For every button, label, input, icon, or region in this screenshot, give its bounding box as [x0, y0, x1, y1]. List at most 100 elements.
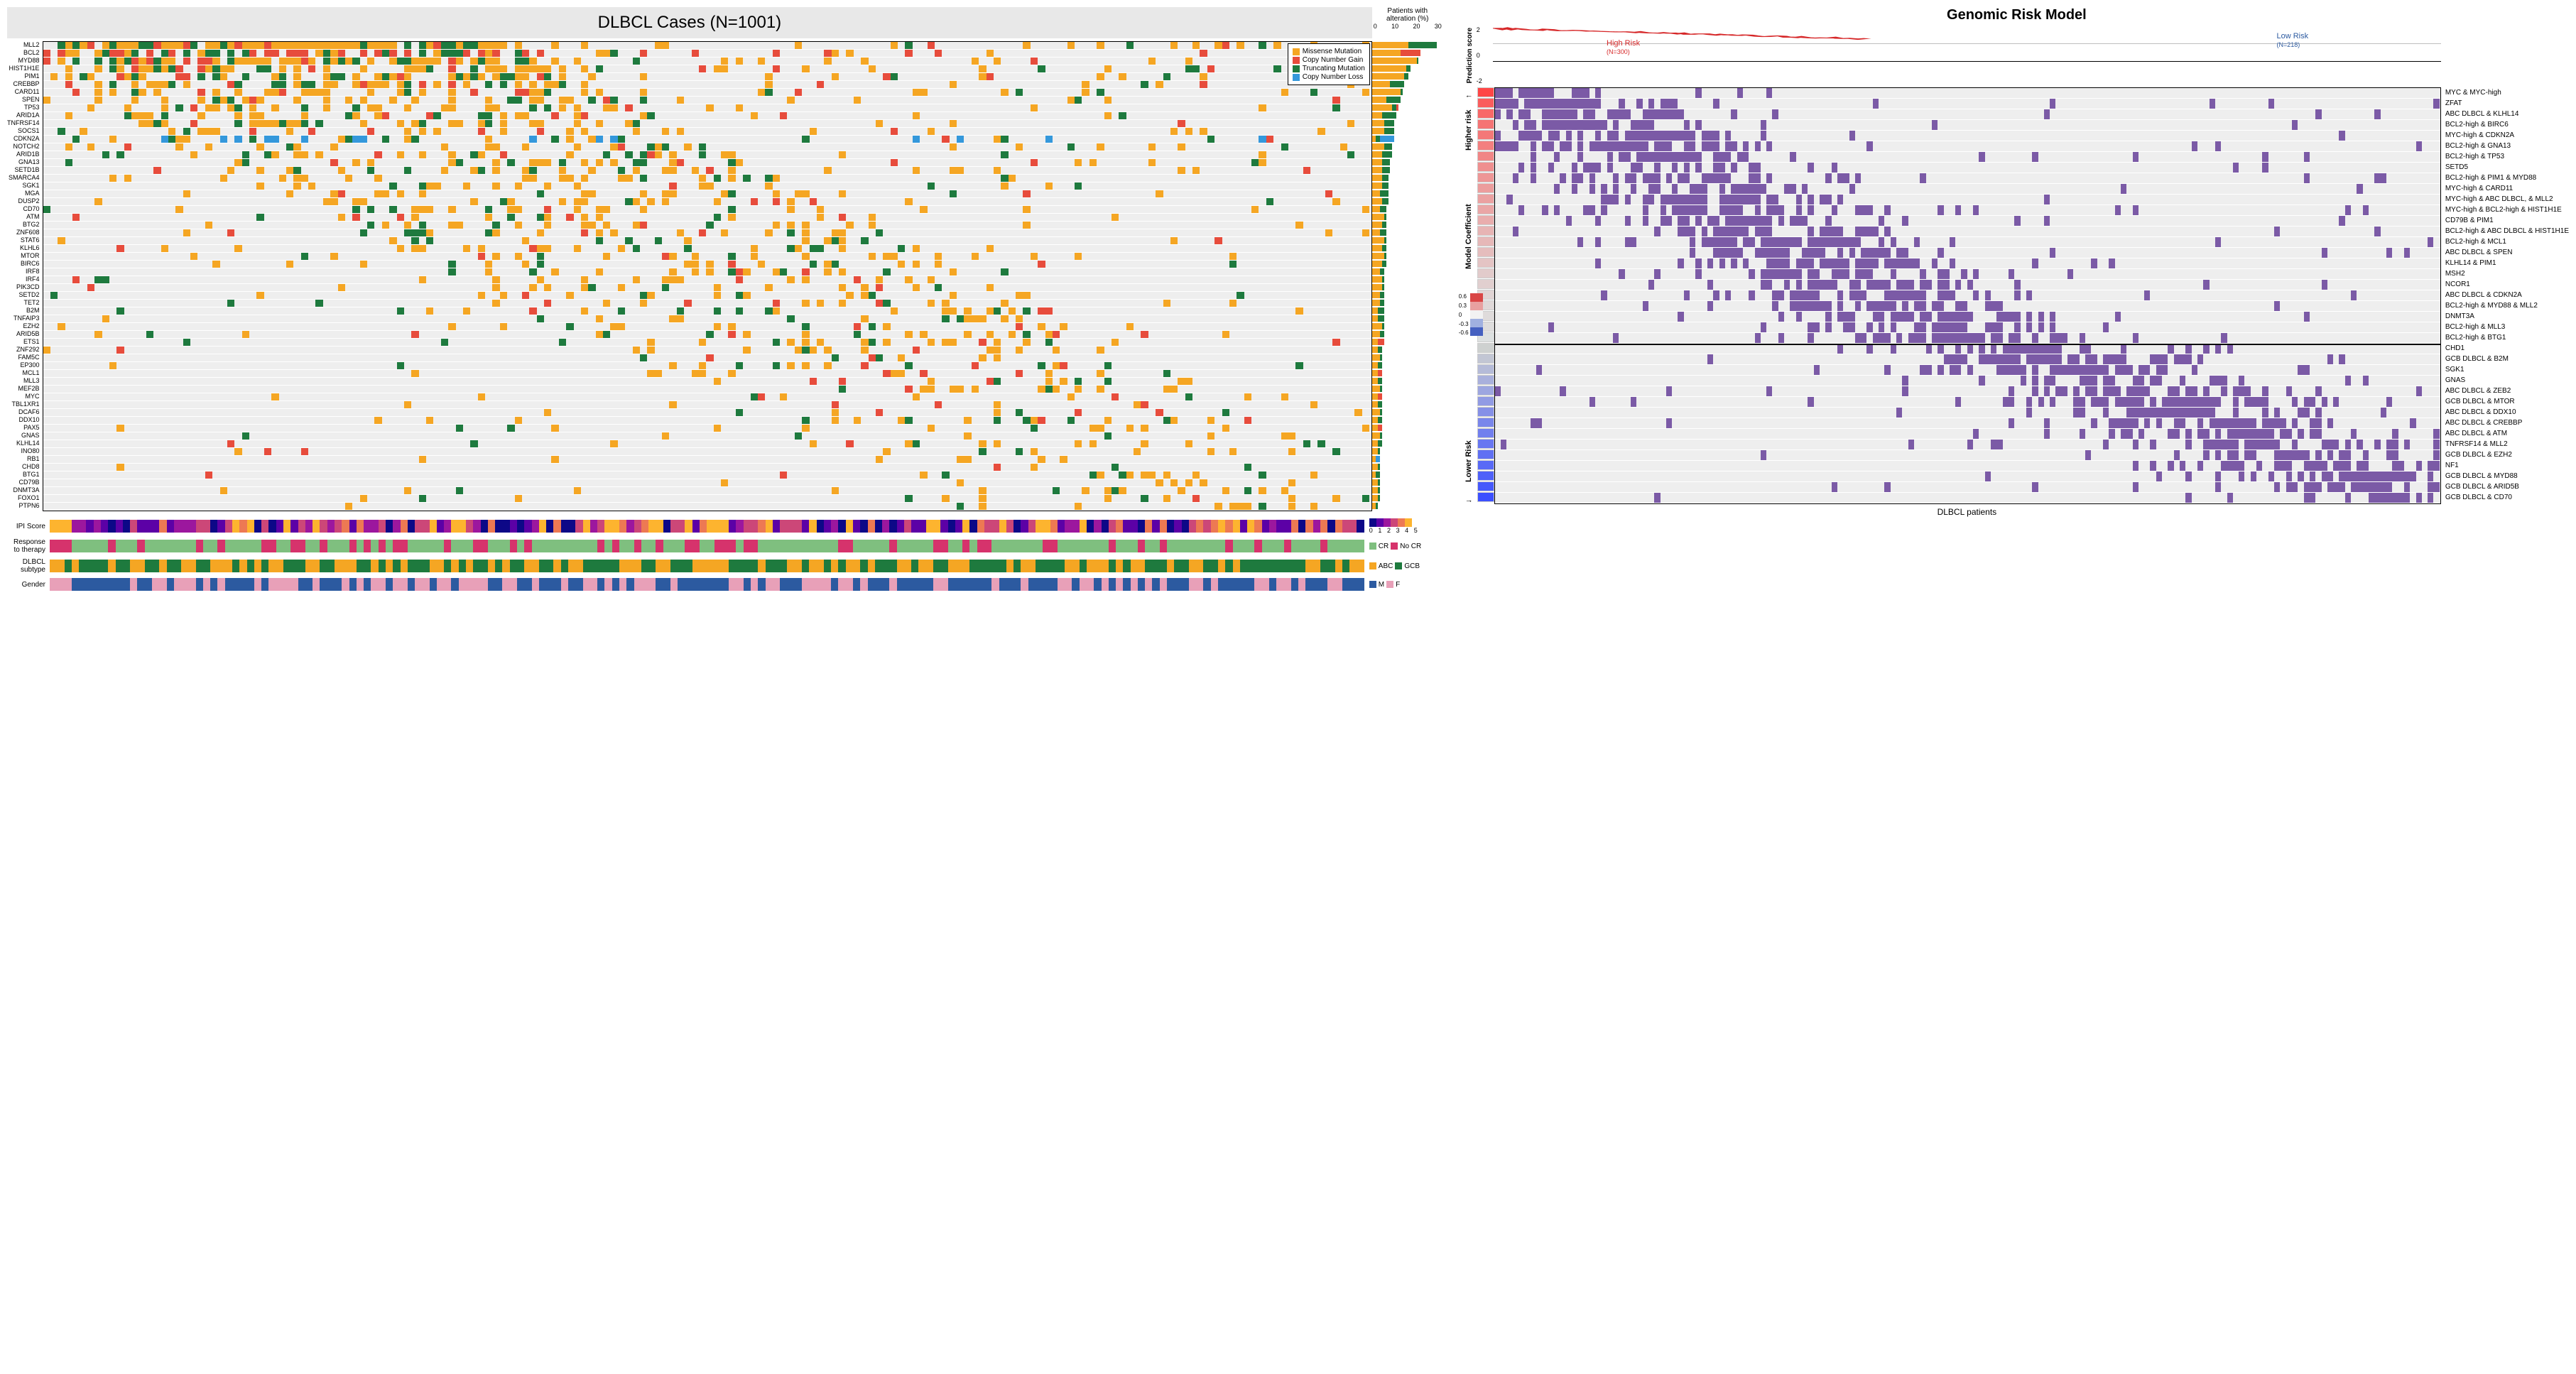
- feature-label: ABC DLBCL & SPEN: [2445, 247, 2569, 258]
- risk-heatmap-row: [1495, 301, 2440, 312]
- coef-square: [1477, 471, 1494, 481]
- feature-label: BCL2-high & BTG1: [2445, 332, 2569, 343]
- gene-label: B2M: [7, 307, 40, 315]
- pct-bar: [1372, 268, 1443, 276]
- gene-label: CREBBP: [7, 80, 40, 88]
- feature-label: BCL2-high & MYD88 & MLL2: [2445, 300, 2569, 311]
- pct-bar: [1372, 299, 1443, 307]
- oncoprint-row: [43, 206, 1371, 214]
- pct-bar: [1372, 315, 1443, 322]
- risk-heatmap-row: [1495, 482, 2440, 493]
- feature-label: DNMT3A: [2445, 311, 2569, 322]
- risk-heatmap-row: [1495, 376, 2440, 386]
- pct-bar: [1372, 143, 1443, 151]
- oncoprint-row: [43, 417, 1371, 425]
- coef-square: [1477, 279, 1494, 289]
- pct-bar: [1372, 135, 1443, 143]
- oncoprint-row: [43, 112, 1371, 120]
- pct-bar: [1372, 283, 1443, 291]
- pct-bar: [1372, 463, 1443, 471]
- clinical-row: IPI Score012345: [7, 518, 1443, 534]
- pct-bar: [1372, 291, 1443, 299]
- gene-label: TET2: [7, 299, 40, 307]
- oncoprint-row: [43, 120, 1371, 128]
- risk-heatmap-row: [1495, 88, 2440, 99]
- gene-label: MLL2: [7, 41, 40, 49]
- risk-title: Genomic Risk Model: [1464, 7, 2569, 23]
- pct-bar: [1372, 229, 1443, 236]
- feature-label: BCL2-high & MLL3: [2445, 322, 2569, 332]
- left-title: DLBCL Cases (N=1001): [7, 7, 1372, 38]
- pct-bar: [1372, 440, 1443, 447]
- pct-bar: [1372, 41, 1443, 49]
- pct-bar: [1372, 502, 1443, 510]
- gene-label: PIM1: [7, 72, 40, 80]
- risk-heatmap-row: [1495, 386, 2440, 397]
- feature-label: BCL2-high & TP53: [2445, 151, 2569, 162]
- coef-square: [1477, 449, 1494, 459]
- feature-label: MYC-high & BCL2-high & HIST1H1E: [2445, 205, 2569, 215]
- gene-label: STAT6: [7, 236, 40, 244]
- oncoprint-row: [43, 65, 1371, 73]
- pct-bar: [1372, 307, 1443, 315]
- gene-label: SMARCA4: [7, 174, 40, 182]
- oncoprint-row: [43, 315, 1371, 323]
- risk-heatmap-row: [1495, 205, 2440, 216]
- pct-bar: [1372, 377, 1443, 385]
- gene-labels: MLL2BCL2MYD88HIST1H1EPIM1CREBBPCARD11SPE…: [7, 41, 43, 511]
- oncoprint-row: [43, 354, 1371, 362]
- oncoprint-row: [43, 456, 1371, 464]
- pct-bar: [1372, 369, 1443, 377]
- oncoprint-row: [43, 339, 1371, 347]
- gene-label: MEF2B: [7, 385, 40, 393]
- feature-label: ABC DLBCL & CDKN2A: [2445, 290, 2569, 300]
- gene-label: BTG2: [7, 221, 40, 229]
- oncoprint-row: [43, 151, 1371, 159]
- risk-heatmap-row: [1495, 173, 2440, 184]
- oncoprint-row: [43, 229, 1371, 237]
- risk-heatmap-row: [1495, 184, 2440, 195]
- coef-square: [1477, 119, 1494, 129]
- oncoprint-row: [43, 136, 1371, 143]
- oncoprint-row: [43, 198, 1371, 206]
- oncoprint-row: [43, 495, 1371, 503]
- coef-square: [1477, 418, 1494, 427]
- oncoprint-row: [43, 393, 1371, 401]
- risk-heatmap-row: [1495, 440, 2440, 450]
- coef-square: [1477, 481, 1494, 491]
- risk-heatmap-row: [1495, 344, 2440, 354]
- gene-label: SETD1B: [7, 166, 40, 174]
- coef-square: [1477, 173, 1494, 182]
- oncoprint-row: [43, 471, 1371, 479]
- oncoprint-row: [43, 448, 1371, 456]
- risk-heatmap-row: [1495, 99, 2440, 109]
- feature-label: ABC DLBCL & ZEB2: [2445, 386, 2569, 396]
- coef-square: [1477, 98, 1494, 108]
- risk-heatmap-row: [1495, 195, 2440, 205]
- feature-label: KLHL14 & PIM1: [2445, 258, 2569, 268]
- gene-label: NOTCH2: [7, 143, 40, 151]
- coef-square: [1477, 492, 1494, 502]
- coef-square: [1477, 109, 1494, 119]
- gene-label: BCL2: [7, 49, 40, 57]
- feature-label: SGK1: [2445, 364, 2569, 375]
- feature-labels: MYC & MYC-highZFATABC DLBCL & KLHL14BCL2…: [2441, 87, 2569, 504]
- feature-label: MYC & MYC-high: [2445, 87, 2569, 98]
- gene-label: PAX5: [7, 424, 40, 432]
- pct-bars: [1372, 41, 1443, 511]
- risk-heatmap-row: [1495, 131, 2440, 141]
- feature-label: NF1: [2445, 460, 2569, 471]
- oncoprint-row: [43, 268, 1371, 276]
- oncoprint-row: [43, 378, 1371, 386]
- coef-square: [1477, 460, 1494, 470]
- clinical-row: Response to therapyCR No CR: [7, 538, 1443, 554]
- feature-label: GCB DLBCL & MYD88: [2445, 471, 2569, 481]
- pct-bar: [1372, 432, 1443, 440]
- feature-label: MYC-high & ABC DLBCL, & MLL2: [2445, 194, 2569, 205]
- gene-label: SOCS1: [7, 127, 40, 135]
- pct-bar: [1372, 72, 1443, 80]
- prediction-score-plot: High Risk (N=300) Low Risk (N=218): [1493, 26, 2441, 62]
- gene-label: TNFAIP3: [7, 315, 40, 322]
- oncoprint-row: [43, 425, 1371, 432]
- pct-bar: [1372, 151, 1443, 158]
